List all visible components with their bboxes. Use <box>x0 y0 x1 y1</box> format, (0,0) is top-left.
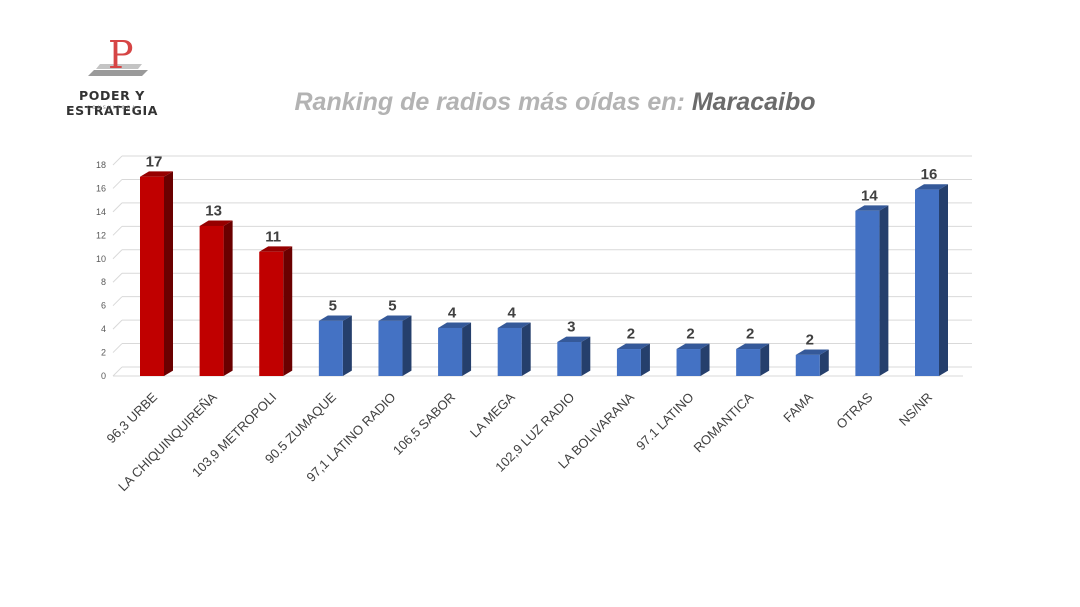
x-tick-label: FAMA <box>780 389 816 425</box>
bar-top <box>616 343 650 350</box>
y-tick-label: 4 <box>101 324 106 334</box>
y-tick-label: 6 <box>101 301 106 311</box>
x-tick-label: 97.1 LATINO <box>633 390 697 454</box>
bar-side <box>581 336 591 376</box>
data-label: 17 <box>146 153 163 170</box>
bar <box>616 349 641 376</box>
bar-top <box>259 246 293 252</box>
x-tick-label: 106,5 SABOR <box>390 390 458 458</box>
x-tick-label: LA MEGA <box>467 389 518 440</box>
x-tick-label: ROMANTICA <box>691 389 757 455</box>
bar-top <box>318 315 352 321</box>
y-tick-label: 14 <box>96 207 106 217</box>
data-label: 2 <box>686 326 694 343</box>
bar-side <box>521 322 531 376</box>
bar-top <box>557 336 591 343</box>
data-label: 2 <box>806 332 814 349</box>
bar-side <box>283 246 293 376</box>
gridline-edge <box>112 202 123 213</box>
data-label: 4 <box>448 305 457 322</box>
bar <box>438 327 463 376</box>
bar <box>140 176 164 376</box>
gridline-edge <box>112 272 123 283</box>
bar-side <box>402 315 412 376</box>
data-label: 5 <box>329 298 337 315</box>
logo-name: PODER Y ESTRATEGIA <box>65 88 159 118</box>
x-tick-label: NS/NR <box>896 390 935 429</box>
logo-mark-icon: P <box>88 33 148 77</box>
data-label: 13 <box>205 203 222 220</box>
y-tick-label: 0 <box>101 371 106 381</box>
x-tick-label: LA CHIQUINQUIREÑA <box>115 389 220 494</box>
bar <box>795 354 820 376</box>
data-label: 5 <box>388 298 396 315</box>
bar-top <box>795 349 829 355</box>
bar-top <box>497 322 531 328</box>
bar-side <box>819 349 829 376</box>
bar-top <box>438 322 472 328</box>
chart-title-city: Maracaibo <box>691 88 816 116</box>
bar-side <box>760 343 770 376</box>
bar-side <box>879 205 889 376</box>
bar-top <box>855 205 889 211</box>
y-tick-label: 2 <box>101 348 106 358</box>
chart-title: Ranking de radios más oídas en: Maracaib… <box>0 88 1080 117</box>
bar-side <box>462 322 472 376</box>
bar-top <box>736 343 770 350</box>
y-tick-label: 8 <box>101 277 106 287</box>
logo-tagline: CONSULTORA <box>86 106 138 111</box>
bar <box>557 342 582 376</box>
bar-side <box>223 220 233 376</box>
bar <box>497 327 522 376</box>
bar <box>676 349 701 376</box>
gridline-edge <box>112 366 123 377</box>
bar <box>199 225 224 376</box>
y-tick-label: 12 <box>96 230 106 240</box>
gridline-edge <box>112 249 123 260</box>
bar-side <box>700 343 710 376</box>
bar <box>378 320 403 376</box>
data-label: 14 <box>861 187 878 204</box>
logo: P PODER Y ESTRATEGIA CONSULTORA <box>46 33 186 118</box>
data-label: 2 <box>627 326 635 343</box>
data-label: 2 <box>746 326 754 343</box>
data-label: 16 <box>921 166 938 183</box>
bar-top <box>676 343 710 350</box>
y-tick-label: 10 <box>96 254 106 264</box>
data-label: 4 <box>508 305 517 322</box>
gridline-edge <box>112 343 123 353</box>
gridline-edge <box>112 179 123 189</box>
x-tick-label: 96,3 URBE <box>104 389 161 446</box>
bar <box>736 349 761 376</box>
bar <box>259 251 284 376</box>
bar <box>318 320 343 376</box>
bar-top <box>199 220 233 226</box>
bar-top <box>140 171 173 177</box>
chart-title-prefix: Ranking de radios más oídas en: <box>294 88 692 116</box>
gridline-edge <box>112 155 123 166</box>
bar-side <box>164 171 173 376</box>
x-tick-label: OTRAS <box>833 389 876 432</box>
bar-top <box>378 315 412 321</box>
gridline-edge <box>112 296 123 307</box>
logo-letter: P <box>108 34 134 77</box>
y-tick-label: 18 <box>96 160 106 170</box>
gridline-edge <box>112 319 123 330</box>
bar-top <box>915 184 948 190</box>
bar <box>855 210 880 376</box>
gridline-edge <box>112 225 123 236</box>
data-label: 11 <box>265 228 281 245</box>
bar-side <box>640 343 650 376</box>
bar <box>915 189 939 376</box>
data-label: 3 <box>567 319 575 336</box>
bar-side <box>342 315 352 376</box>
y-tick-label: 16 <box>96 183 106 193</box>
bar-side <box>939 184 948 376</box>
